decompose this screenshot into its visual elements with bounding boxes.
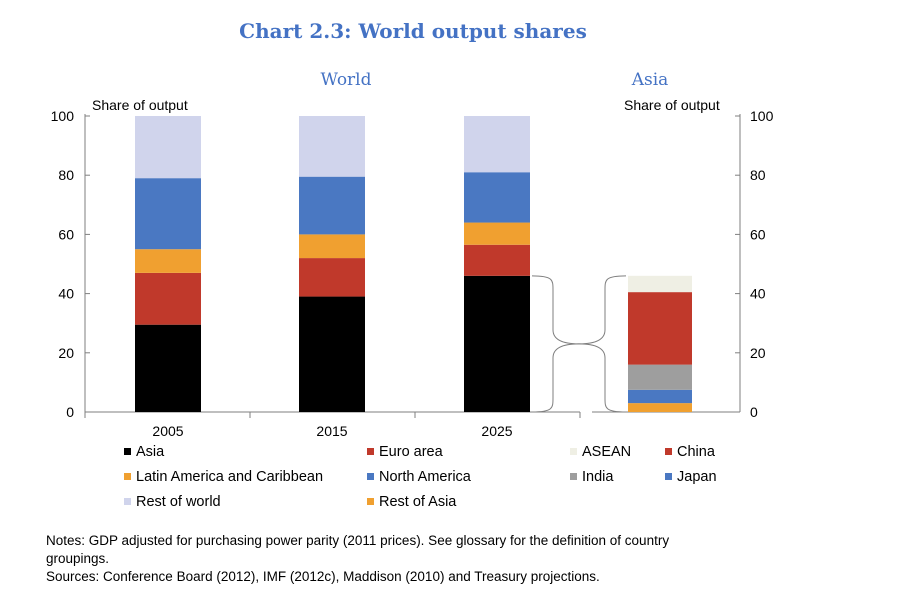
asia-bar-india <box>628 364 692 390</box>
legend-swatch-india <box>570 473 577 480</box>
sources-line: Sources: Conference Board (2012), IMF (2… <box>46 569 600 584</box>
asia-bar-japan <box>628 389 692 404</box>
asia-y-tick-label-80: 80 <box>750 167 766 183</box>
notes-line-2: groupings. <box>46 551 109 566</box>
world-y-tick-label-0: 0 <box>66 404 74 420</box>
bar-2025-rest-of-world <box>464 116 530 173</box>
x-tick-label-2015: 2015 <box>316 423 347 439</box>
bar-2005-latin-america-and-caribbean <box>135 249 201 273</box>
bar-2005-north-america <box>135 178 201 250</box>
asia-axis: 0 20 40 60 80 100 <box>592 108 774 420</box>
bar-2015-euro-area <box>299 258 365 297</box>
bar-2015-rest-of-world <box>299 116 365 177</box>
legend-label-asean: ASEAN <box>582 444 631 460</box>
asia-bar-asean <box>628 275 692 293</box>
legend-label-rest-of-world: Rest of world <box>136 494 221 510</box>
bar-2025-latin-america-and-caribbean <box>464 222 530 245</box>
connector-curve-3 <box>578 275 627 345</box>
legend-swatch-china <box>665 448 672 455</box>
asia-y-tick-label-0: 0 <box>750 404 758 420</box>
legend-label-japan: Japan <box>677 469 717 485</box>
legend-label-asia: Asia <box>136 444 165 460</box>
legend-swatch-rest-of-world <box>124 498 131 505</box>
legend-label-china: China <box>677 444 716 460</box>
legend-label-latin-america-and-caribbean: Latin America and Caribbean <box>136 469 323 485</box>
legend-swatch-latin-america-and-caribbean <box>124 473 131 480</box>
breakdown-connector <box>531 275 627 413</box>
world-y-tick-label-20: 20 <box>58 345 74 361</box>
world-y-tick-label-40: 40 <box>58 286 74 302</box>
connector-curve-4 <box>578 343 627 413</box>
bar-2005-euro-area <box>135 272 201 325</box>
legend-label-india: India <box>582 469 614 485</box>
asia-y-tick-label-60: 60 <box>750 226 766 242</box>
legend-swatch-euro-area <box>367 448 374 455</box>
legend-label-euro-area: Euro area <box>379 444 444 460</box>
legend: Asia Euro area ASEAN China Latin America and… <box>124 444 717 510</box>
bar-2015-north-america <box>299 176 365 235</box>
legend-label-rest-of-asia: Rest of Asia <box>379 494 457 510</box>
world-panel-title: World <box>321 70 372 90</box>
chart-title: Chart 2.3: World output shares <box>239 19 587 43</box>
bar-2015-asia <box>299 296 365 412</box>
asia-bar-rest-of-asia <box>628 403 692 412</box>
world-y-tick-label-80: 80 <box>58 167 74 183</box>
world-y-tick-label-100: 100 <box>51 108 75 124</box>
x-tick-label-2025: 2025 <box>481 423 512 439</box>
bar-2005-rest-of-world <box>135 116 201 179</box>
connector-curve-1 <box>531 275 580 345</box>
bar-2015-latin-america-and-caribbean <box>299 234 365 259</box>
notes-line-1: Notes: GDP adjusted for purchasing power… <box>46 533 669 548</box>
x-tick-label-2005: 2005 <box>152 423 183 439</box>
legend-label-north-america: North America <box>379 469 472 485</box>
asia-panel-title: Asia <box>631 70 669 90</box>
connector-curve-2 <box>531 343 580 413</box>
asia-y-tick-label-40: 40 <box>750 286 766 302</box>
bar-2005-asia <box>135 324 201 412</box>
legend-swatch-rest-of-asia <box>367 498 374 505</box>
world-y-axis-label: Share of output <box>92 97 188 113</box>
legend-swatch-japan <box>665 473 672 480</box>
world-y-tick-label-60: 60 <box>58 226 74 242</box>
legend-swatch-asean <box>570 448 577 455</box>
world-axis: 0 20 40 60 80 100 2005 2015 2025 <box>51 108 581 439</box>
bar-2025-euro-area <box>464 244 530 276</box>
bar-2025-asia <box>464 275 530 412</box>
asia-bars <box>628 275 692 412</box>
legend-swatch-asia <box>124 448 131 455</box>
asia-y-axis-label: Share of output <box>624 97 720 113</box>
asia-bar-china <box>628 292 692 365</box>
asia-y-tick-label-20: 20 <box>750 345 766 361</box>
asia-y-tick-label-100: 100 <box>750 108 774 124</box>
world-bars <box>135 116 530 412</box>
bar-2025-north-america <box>464 172 530 223</box>
legend-swatch-north-america <box>367 473 374 480</box>
